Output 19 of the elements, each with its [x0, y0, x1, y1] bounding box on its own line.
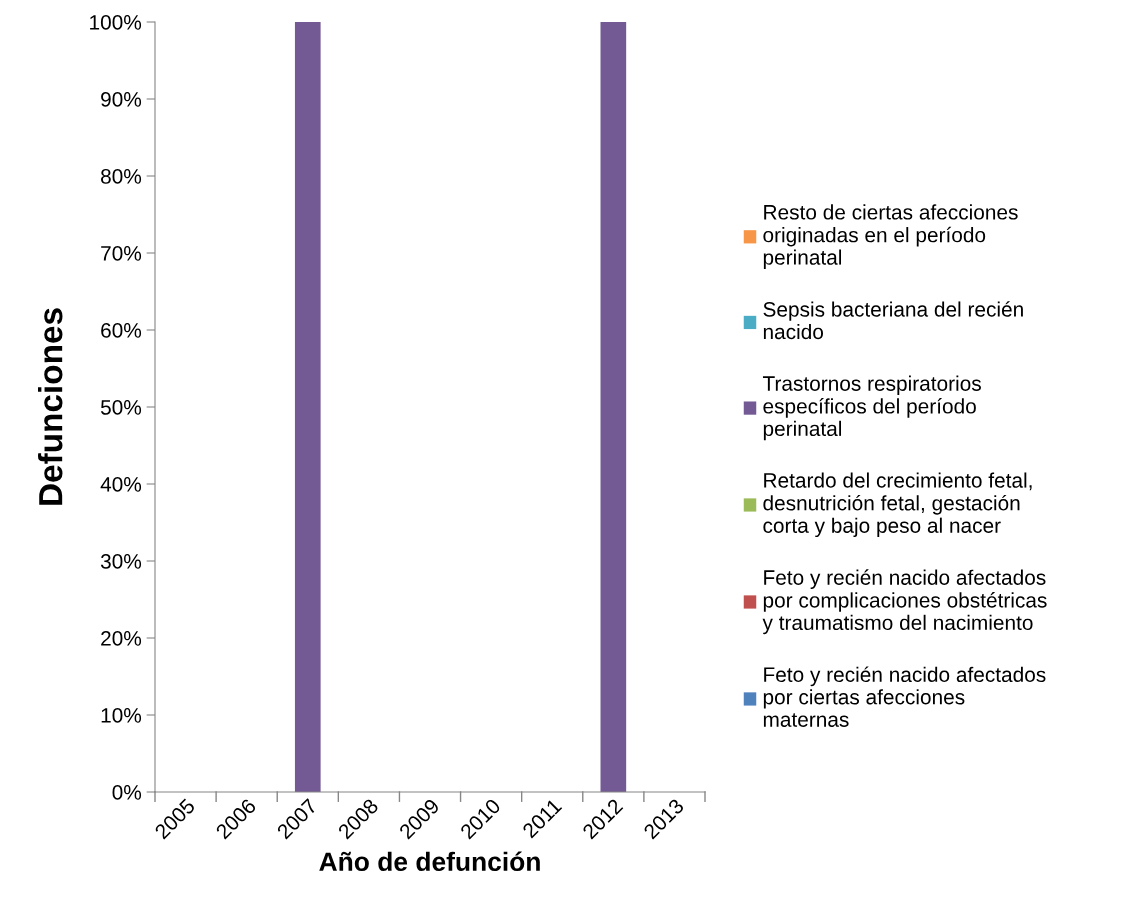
x-axis-title: Año de defunción: [319, 851, 540, 872]
legend-label: Sepsis bacteriana del recién nacido: [763, 301, 1023, 340]
y-tick-label: 40%: [100, 477, 142, 492]
y-tick-label: 10%: [101, 708, 142, 723]
y-tick-label: 80%: [101, 169, 142, 184]
y-axis-title: Defunciones: [38, 308, 63, 505]
legend-label: Resto de ciertas afecciones originadas en el período perinatal: [763, 204, 1018, 269]
y-tick-label: 100%: [90, 15, 142, 30]
y-tick-label: 70%: [101, 246, 142, 261]
y-tick-label: 90%: [101, 92, 142, 107]
y-tick-label: 30%: [100, 554, 142, 569]
y-tick-label: 0%: [112, 785, 142, 800]
y-tick-label: 20%: [101, 631, 142, 646]
legend-label: Retardo del crecimiento fetal, desnutrición fetal, gestación corta y bajo peso al nacer: [763, 472, 1032, 538]
legend-label: Trastornos respiratorios específicos del período perinatal: [762, 375, 981, 441]
legend-label: Feto y recién nacido afectados por complicaciones obstétricas y traumatismo del nacimiento: [762, 569, 1047, 635]
legend-label: Feto y recién nacido afectados por ciertas afecciones maternas: [763, 666, 1046, 727]
y-tick-label: 60%: [101, 323, 142, 338]
y-tick-label: 50%: [100, 400, 142, 415]
